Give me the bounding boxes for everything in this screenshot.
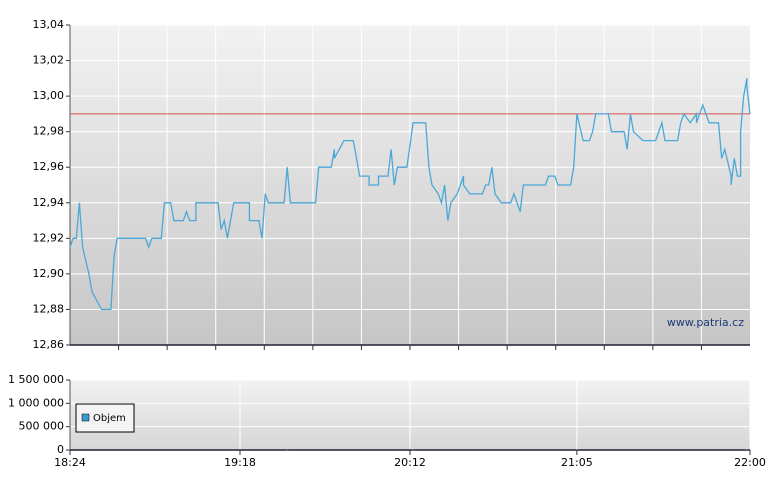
y-tick-label: 1 000 000 [8, 396, 64, 409]
y-tick-label: 0 [57, 443, 64, 456]
x-tick-label: 20:12 [394, 456, 426, 469]
y-tick-label: 13,00 [33, 89, 65, 102]
y-tick-label: 12,96 [33, 160, 65, 173]
x-tick-label: 21:05 [561, 456, 593, 469]
y-tick-label: 12,94 [33, 196, 65, 209]
volume-bar [575, 449, 578, 451]
watermark: www.patria.cz [667, 316, 744, 329]
y-tick-label: 13,04 [33, 18, 65, 31]
price-line [69, 78, 751, 311]
x-tick-label: 18:24 [54, 456, 86, 469]
y-tick-label: 12,98 [33, 125, 65, 138]
y-tick-label: 12,88 [33, 302, 65, 315]
x-tick-label: 22:00 [734, 456, 766, 469]
y-tick-label: 12,86 [33, 338, 65, 351]
y-tick-label: 13,02 [33, 54, 65, 67]
volume-bar [286, 449, 289, 451]
x-tick-label: 19:18 [224, 456, 256, 469]
volume-bar [412, 449, 415, 451]
y-tick-label: 12,92 [33, 231, 65, 244]
y-tick-label: 12,90 [33, 267, 65, 280]
y-tick-label: 500 000 [19, 420, 65, 433]
legend-label: Objem [93, 413, 126, 424]
volume-bar [745, 449, 748, 451]
legend-swatch [81, 413, 90, 422]
y-tick-label: 1 500 000 [8, 373, 64, 386]
